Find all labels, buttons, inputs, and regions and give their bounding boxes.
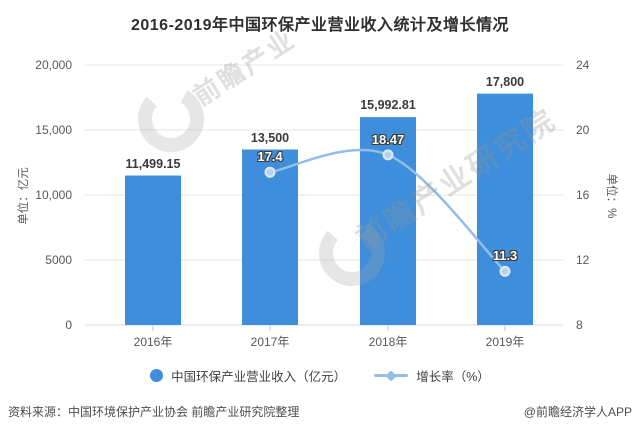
x-axis-tick-label: 2018年 [368, 335, 408, 349]
y-axis-tick-label-left: 10,000 [35, 188, 72, 202]
legend-item-growth-rate: 增长率（%） [374, 366, 490, 385]
bar-value-label: 13,500 [250, 130, 290, 145]
line-series-legend-marker-icon [374, 369, 409, 382]
bar-2017年 [242, 149, 298, 325]
y-axis-tick-label-right: 12 [576, 253, 590, 267]
line-point-marker [382, 149, 394, 161]
bar-2019年 [477, 93, 533, 325]
bar-2016年 [125, 175, 181, 325]
legend-item-revenue: 中国环保产业营业收入（亿元） [150, 366, 346, 385]
bar-series-legend-marker-icon [150, 369, 164, 382]
bar-2018年 [360, 117, 416, 325]
y-axis-tick-label-right: 8 [576, 318, 583, 332]
footer: 资料来源：中国环境保护产业协会 前瞻产业研究院整理 @前瞻经济学人APP [8, 403, 632, 420]
watermark-logo-icon [138, 86, 204, 152]
line-point-marker [499, 265, 511, 277]
line-value-label: 11.3 [492, 248, 518, 264]
watermark-logo-icon [319, 220, 385, 286]
y-axis-tick-label-left: 5000 [45, 253, 72, 267]
credit-text: @前瞻经济学人APP [523, 405, 632, 419]
legend-label-revenue: 中国环保产业营业收入（亿元） [171, 370, 347, 384]
line-point-marker [264, 166, 276, 178]
legend: 中国环保产业营业收入（亿元） 增长率（%） [0, 366, 640, 385]
legend-label-growth-rate: 增长率（%） [416, 370, 490, 384]
y-axis-tick-label-left: 0 [65, 318, 72, 332]
x-axis-tick-label: 2019年 [485, 335, 525, 349]
source-text: 资料来源：中国环境保护产业协会 前瞻产业研究院整理 [8, 405, 300, 419]
y-axis-tick-label-left: 15,000 [35, 123, 72, 137]
x-axis-tick-label: 2016年 [133, 335, 173, 349]
bar-value-label: 11,499.15 [125, 156, 181, 171]
bar-value-label: 15,992.81 [360, 98, 416, 113]
bar-value-label: 17,800 [485, 74, 525, 89]
y-axis-tick-label-right: 16 [576, 188, 590, 202]
y-axis-tick-label-right: 20 [576, 123, 590, 137]
line-value-label: 18.47 [371, 131, 405, 147]
y-axis-tick-label-left: 20,000 [35, 58, 72, 72]
line-value-label: 17.4 [257, 149, 283, 165]
y-axis-tick-label-right: 24 [576, 58, 590, 72]
chart-title: 2016-2019年中国环保产业营业收入统计及增长情况 [130, 17, 510, 34]
x-axis-tick-label: 2017年 [250, 335, 290, 349]
